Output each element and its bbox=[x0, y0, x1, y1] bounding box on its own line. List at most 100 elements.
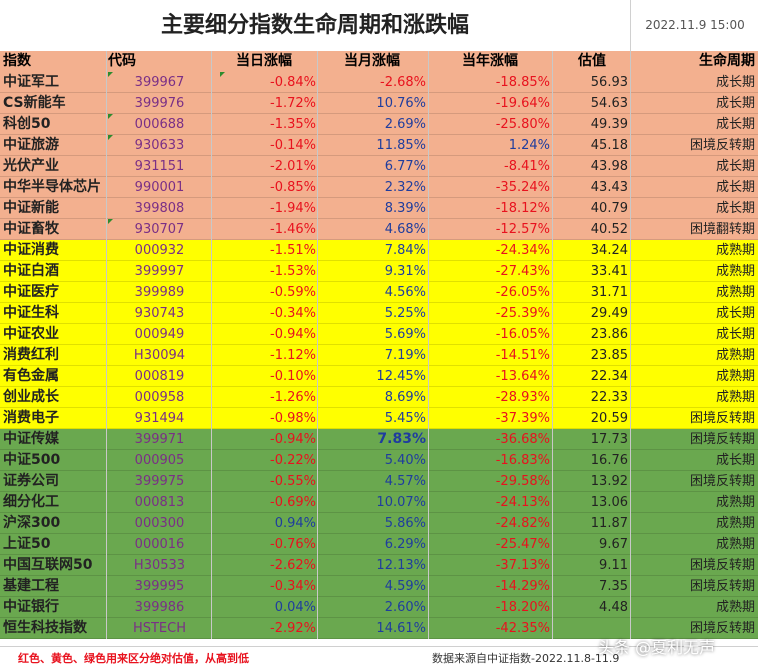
year-change: -25.39% bbox=[495, 306, 550, 321]
row-divider bbox=[0, 218, 758, 219]
row-divider bbox=[0, 281, 758, 282]
index-name: 细分化工 bbox=[3, 494, 59, 510]
day-change: -2.01% bbox=[270, 159, 316, 174]
lifecycle-stage: 成长期 bbox=[715, 117, 755, 132]
comment-marker-icon bbox=[108, 135, 113, 140]
day-change: -0.98% bbox=[270, 411, 316, 426]
update-datetime: 2022.11.9 15:00 bbox=[645, 18, 745, 32]
valuation: 16.76 bbox=[590, 453, 628, 468]
comment-marker-icon bbox=[108, 219, 113, 224]
year-change: -19.64% bbox=[495, 96, 550, 111]
month-change: 8.39% bbox=[384, 201, 426, 216]
lifecycle-stage: 成熟期 bbox=[715, 537, 755, 552]
valuation: 49.39 bbox=[590, 117, 628, 132]
month-change: 4.57% bbox=[384, 474, 426, 489]
valuation: 22.34 bbox=[590, 369, 628, 384]
table-row: 中证生科 930743 -0.34% 5.25% -25.39% 29.49 成长期 bbox=[0, 303, 758, 324]
row-divider bbox=[0, 134, 758, 135]
row-divider bbox=[0, 617, 758, 618]
month-change: 5.25% bbox=[384, 306, 426, 321]
day-change: -1.12% bbox=[270, 348, 316, 363]
lifecycle-stage: 成熟期 bbox=[715, 285, 755, 300]
month-change: 4.68% bbox=[384, 222, 426, 237]
valuation: 13.92 bbox=[590, 474, 628, 489]
index-code: 399967 bbox=[134, 75, 185, 90]
table-row: 证券公司 399975 -0.55% 4.57% -29.58% 13.92 困境反转期 bbox=[0, 471, 758, 492]
table-row: 消费红利 H30094 -1.12% 7.19% -14.51% 23.85 成熟期 bbox=[0, 345, 758, 366]
day-change: -1.94% bbox=[270, 201, 316, 216]
row-divider bbox=[0, 407, 758, 408]
month-change: 7.83% bbox=[377, 431, 426, 447]
month-change: 10.76% bbox=[376, 96, 426, 111]
table-row: 消费电子 931494 -0.98% 5.45% -37.39% 20.59 困境反转期 bbox=[0, 408, 758, 429]
valuation: 20.59 bbox=[590, 411, 628, 426]
day-change: -0.85% bbox=[270, 180, 316, 195]
valuation: 23.86 bbox=[590, 327, 628, 342]
valuation: 54.63 bbox=[590, 96, 628, 111]
row-divider bbox=[0, 260, 758, 261]
year-change: -18.20% bbox=[495, 600, 550, 615]
day-change: -0.14% bbox=[270, 138, 316, 153]
table-row: 中证500 000905 -0.22% 5.40% -16.83% 16.76 成长期 bbox=[0, 450, 758, 471]
index-name: 中证银行 bbox=[3, 599, 59, 615]
data-source-note: 数据来源自中证指数-2022.11.8-11.9 bbox=[432, 652, 620, 665]
table-row: 基建工程 399995 -0.34% 4.59% -14.29% 7.35 困境反转期 bbox=[0, 576, 758, 597]
valuation: 43.43 bbox=[590, 180, 628, 195]
row-divider bbox=[0, 197, 758, 198]
year-change: -16.05% bbox=[495, 327, 550, 342]
column-divider bbox=[552, 51, 553, 639]
year-change: -24.34% bbox=[495, 243, 550, 258]
month-change: 10.07% bbox=[376, 495, 426, 510]
year-change: -24.82% bbox=[495, 516, 550, 531]
lifecycle-stage: 成长期 bbox=[715, 327, 755, 342]
index-name: 中证畜牧 bbox=[3, 221, 59, 237]
color-legend-note: 红色、黄色、绿色用来区分绝对估值，从高到低 bbox=[18, 652, 249, 665]
valuation: 43.98 bbox=[590, 159, 628, 174]
lifecycle-stage: 成熟期 bbox=[715, 348, 755, 363]
valuation: 34.24 bbox=[590, 243, 628, 258]
year-change: -24.13% bbox=[495, 495, 550, 510]
index-code: H30094 bbox=[133, 348, 186, 363]
table-row: 中证银行 399986 0.04% 2.60% -18.20% 4.48 成熟期 bbox=[0, 597, 758, 618]
index-code: 000958 bbox=[134, 390, 185, 405]
valuation: 29.49 bbox=[590, 306, 628, 321]
column-divider bbox=[630, 51, 631, 639]
day-change: -0.94% bbox=[270, 327, 316, 342]
year-change: -8.41% bbox=[504, 159, 550, 174]
title-row: 主要细分指数生命周期和涨跌幅 2022.11.9 15:00 bbox=[0, 0, 758, 52]
year-change: 1.24% bbox=[508, 138, 550, 153]
row-divider bbox=[0, 92, 758, 93]
year-change: -25.80% bbox=[495, 117, 550, 132]
day-change: -0.55% bbox=[270, 474, 316, 489]
sheet-title: 主要细分指数生命周期和涨跌幅 bbox=[160, 12, 469, 38]
month-change: -2.68% bbox=[380, 75, 426, 90]
index-code: HSTECH bbox=[132, 621, 187, 636]
index-code: 000819 bbox=[134, 369, 185, 384]
row-divider bbox=[0, 449, 758, 450]
valuation: 33.41 bbox=[590, 264, 628, 279]
valuation: 9.67 bbox=[599, 537, 628, 552]
valuation: 22.33 bbox=[590, 390, 628, 405]
valuation: 13.06 bbox=[590, 495, 628, 510]
row-divider bbox=[0, 491, 758, 492]
valuation: 45.18 bbox=[590, 138, 628, 153]
index-code: 000949 bbox=[134, 327, 185, 342]
index-name: 中证旅游 bbox=[3, 137, 59, 153]
lifecycle-stage: 成长期 bbox=[715, 306, 755, 321]
index-name: 中华半导体芯片 bbox=[3, 179, 101, 195]
day-change: -0.69% bbox=[270, 495, 316, 510]
table-row: 中证农业 000949 -0.94% 5.69% -16.05% 23.86 成长期 bbox=[0, 324, 758, 345]
index-code: 931494 bbox=[134, 411, 185, 426]
lifecycle-stage: 困境翻转期 bbox=[689, 222, 755, 237]
index-code: 000905 bbox=[134, 453, 185, 468]
month-change: 5.86% bbox=[384, 516, 426, 531]
row-divider bbox=[0, 638, 758, 639]
lifecycle-stage: 成熟期 bbox=[715, 516, 755, 531]
comment-marker-icon bbox=[108, 114, 113, 119]
year-change: -18.85% bbox=[495, 75, 550, 90]
row-divider bbox=[0, 554, 758, 555]
table-row: 上证50 000016 -0.76% 6.29% -25.47% 9.67 成熟期 bbox=[0, 534, 758, 555]
lifecycle-stage: 成熟期 bbox=[715, 600, 755, 615]
lifecycle-stage: 成熟期 bbox=[715, 243, 755, 258]
year-change: -36.68% bbox=[495, 432, 550, 447]
